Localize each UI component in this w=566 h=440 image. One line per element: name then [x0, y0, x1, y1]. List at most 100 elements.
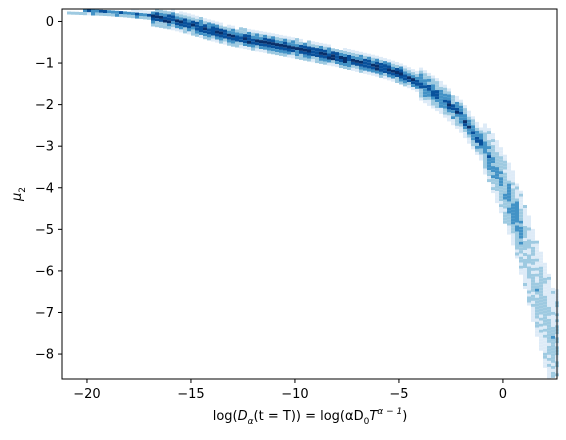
heatmap-cell — [103, 13, 107, 16]
heatmap-cell — [547, 321, 551, 325]
heatmap-cell — [539, 308, 543, 312]
heatmap-cell — [351, 64, 355, 68]
heatmap-cell — [551, 368, 555, 372]
heatmap-cell — [515, 237, 519, 241]
heatmap-cell — [387, 59, 391, 63]
heatmap-cell — [371, 60, 375, 64]
heatmap-cell — [255, 33, 259, 37]
heatmap-cell — [295, 56, 299, 60]
heatmap-cell — [515, 234, 519, 238]
heatmap-cell — [527, 275, 531, 279]
heatmap-cell — [439, 110, 443, 114]
heatmap-cell — [235, 32, 239, 36]
heatmap-cell — [519, 220, 523, 224]
heatmap-cell — [527, 281, 531, 285]
heatmap-cell — [543, 334, 547, 338]
heatmap-cell — [539, 341, 543, 345]
heatmap-cell — [335, 49, 339, 53]
heatmap-cell — [419, 91, 423, 95]
heatmap-cell — [163, 13, 167, 17]
heatmap-cell — [511, 176, 515, 180]
heatmap-cell — [535, 312, 539, 316]
heatmap-cell — [363, 67, 367, 71]
heatmap-cell — [447, 112, 451, 116]
heatmap-cell — [527, 254, 531, 258]
heatmap-cell — [383, 76, 387, 80]
heatmap-cell — [531, 240, 535, 244]
heatmap-cell — [387, 68, 391, 72]
heatmap-cell — [247, 28, 251, 32]
heatmap-cell — [539, 335, 543, 339]
heatmap-cell — [251, 47, 255, 51]
heatmap-cell — [235, 38, 239, 42]
heatmap-cell — [311, 59, 315, 63]
heatmap-cell — [431, 102, 435, 106]
heatmap-cell — [503, 157, 507, 161]
heatmap-cell — [263, 37, 267, 41]
heatmap-cell — [179, 11, 183, 15]
heatmap-cell — [531, 258, 535, 262]
heatmap-cell — [515, 201, 519, 205]
heatmap-cell — [479, 154, 483, 158]
heatmap-cell — [551, 329, 555, 333]
heatmap-cell — [275, 34, 279, 38]
heatmap-cell — [503, 163, 507, 167]
heatmap-cell — [347, 55, 351, 58]
heatmap-cell — [531, 288, 535, 292]
heatmap-cell — [495, 164, 499, 168]
heatmap-cell — [291, 55, 295, 59]
heatmap-cell — [447, 91, 451, 95]
heatmap-cell — [467, 110, 471, 114]
heatmap-cell — [483, 168, 487, 172]
heatmap-cell — [227, 39, 231, 43]
heatmap-cell — [255, 36, 259, 40]
heatmap-cell — [347, 61, 351, 64]
heatmap-cell — [207, 31, 211, 35]
heatmap-cell — [535, 309, 539, 313]
heatmap-cell — [479, 136, 483, 140]
heatmap-cell — [367, 65, 371, 69]
heatmap-cell — [527, 260, 531, 264]
heatmap-cell — [531, 279, 535, 283]
heatmap-cell — [531, 309, 535, 313]
heatmap-cell — [243, 43, 247, 47]
heatmap-cell — [523, 271, 527, 274]
heatmap-cell — [291, 37, 295, 41]
heatmap-cell — [499, 177, 503, 181]
heatmap-cell — [307, 55, 311, 59]
heatmap-cell — [535, 321, 539, 325]
heatmap-cell — [235, 41, 239, 45]
heatmap-cell — [503, 166, 507, 170]
heatmap-cell — [539, 320, 543, 324]
heatmap-cell — [319, 60, 323, 64]
heatmap-cell — [499, 189, 503, 193]
heatmap-cell — [107, 10, 111, 14]
heatmap-cell — [299, 41, 303, 45]
heatmap-cell — [483, 135, 487, 139]
heatmap-cell — [411, 69, 415, 73]
heatmap-cell — [511, 236, 515, 240]
heatmap-cell — [491, 175, 495, 179]
heatmap-cell — [483, 138, 487, 142]
heatmap-cell — [351, 49, 355, 53]
heatmap-cell — [551, 305, 555, 309]
heatmap-cell — [499, 201, 503, 205]
heatmap-cell — [535, 261, 539, 265]
heatmap-cell — [531, 291, 535, 295]
heatmap-cell — [331, 60, 335, 64]
heatmap-cell — [547, 294, 551, 298]
heatmap-cell — [499, 156, 503, 160]
heatmap-cell — [439, 95, 443, 99]
heatmap-cell — [547, 315, 551, 319]
heatmap-cell — [535, 297, 539, 301]
heatmap-cell — [503, 217, 507, 221]
heatmap-cell — [171, 12, 175, 16]
heatmap-cell — [403, 68, 407, 72]
heatmap-cell — [419, 94, 423, 98]
heatmap-cell — [171, 15, 175, 19]
heatmap-cell — [203, 21, 207, 25]
heatmap-cell — [463, 111, 467, 115]
heatmap-cell — [363, 55, 367, 59]
heatmap-cell — [387, 74, 391, 78]
heatmap-cell — [379, 65, 383, 69]
